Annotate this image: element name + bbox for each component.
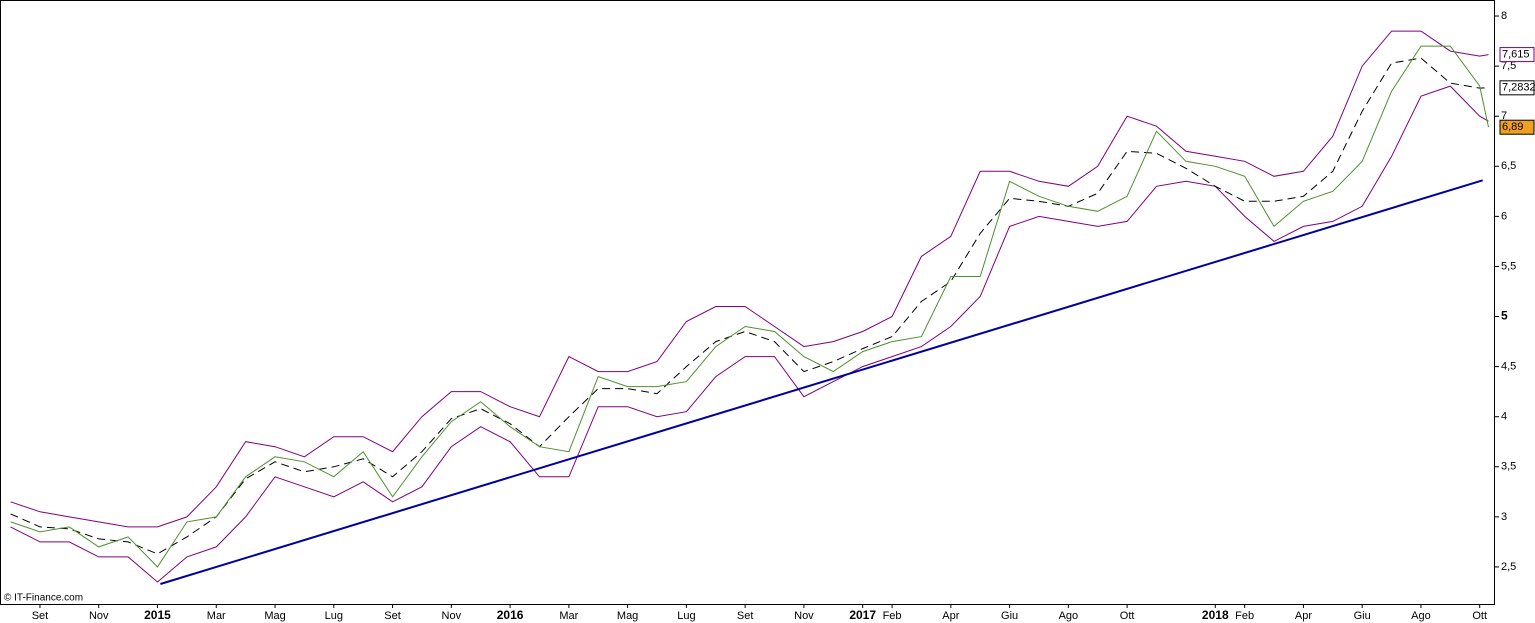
x-tick-label: Ago bbox=[1059, 610, 1079, 622]
x-tick-label: Mag bbox=[617, 610, 638, 622]
x-tick-label: Mar bbox=[207, 610, 226, 622]
series-line bbox=[10, 57, 1489, 555]
series-line bbox=[10, 30, 1489, 528]
value-label-box bbox=[1499, 80, 1535, 96]
x-tick-label: Feb bbox=[883, 610, 902, 622]
value-label-box bbox=[1499, 47, 1535, 63]
value-label: 7,615 bbox=[1502, 48, 1530, 60]
x-tick-label: Mag bbox=[264, 610, 285, 622]
value-label-box bbox=[1499, 119, 1535, 135]
series-line bbox=[10, 45, 1489, 568]
x-tick-label: Nov bbox=[442, 610, 462, 622]
x-tick-label: 2017 bbox=[849, 608, 876, 622]
x-tick-label: Ago bbox=[1411, 610, 1431, 622]
y-tick-label: 4 bbox=[1501, 411, 1507, 423]
x-tick-label: Nov bbox=[794, 610, 814, 622]
y-tick-label: 5,5 bbox=[1501, 260, 1516, 272]
x-tick-label: Mar bbox=[559, 610, 578, 622]
y-tick-label: 4,5 bbox=[1501, 361, 1516, 373]
y-tick-label: 5 bbox=[1501, 309, 1508, 323]
x-tick-label: Set bbox=[737, 610, 754, 622]
y-tick-label: 6 bbox=[1501, 210, 1507, 222]
x-tick-label: 2018 bbox=[1202, 608, 1229, 622]
x-tick-label: Feb bbox=[1235, 610, 1254, 622]
series-line bbox=[10, 85, 1489, 583]
x-tick-label: Giu bbox=[1001, 610, 1018, 622]
y-tick-label: 8 bbox=[1501, 10, 1507, 22]
y-tick-label: 7 bbox=[1501, 110, 1507, 122]
value-label: 7,2832 bbox=[1502, 82, 1535, 94]
watermark: © IT-Finance.com bbox=[4, 593, 83, 604]
y-tick-label: 7,5 bbox=[1501, 60, 1516, 72]
x-tick-label: 2016 bbox=[497, 608, 524, 622]
plot-frame bbox=[0, 0, 1495, 605]
value-label: 6,89 bbox=[1502, 121, 1523, 133]
x-tick-label: Set bbox=[384, 610, 401, 622]
y-tick-label: 3 bbox=[1501, 511, 1507, 523]
series-line bbox=[160, 179, 1483, 585]
y-tick-label: 2,5 bbox=[1501, 561, 1516, 573]
x-tick-label: Set bbox=[32, 610, 49, 622]
x-tick-label: Apr bbox=[1295, 610, 1312, 622]
x-tick-label: Nov bbox=[89, 610, 109, 622]
x-tick-label: Lug bbox=[325, 610, 343, 622]
x-tick-label: Lug bbox=[677, 610, 695, 622]
x-tick-label: 2015 bbox=[144, 608, 171, 622]
y-tick-label: 3,5 bbox=[1501, 461, 1516, 473]
x-tick-label: Ott bbox=[1472, 610, 1487, 622]
x-tick-label: Ott bbox=[1120, 610, 1135, 622]
x-tick-label: Apr bbox=[942, 610, 959, 622]
x-tick-label: Giu bbox=[1354, 610, 1371, 622]
y-tick-label: 6,5 bbox=[1501, 160, 1516, 172]
